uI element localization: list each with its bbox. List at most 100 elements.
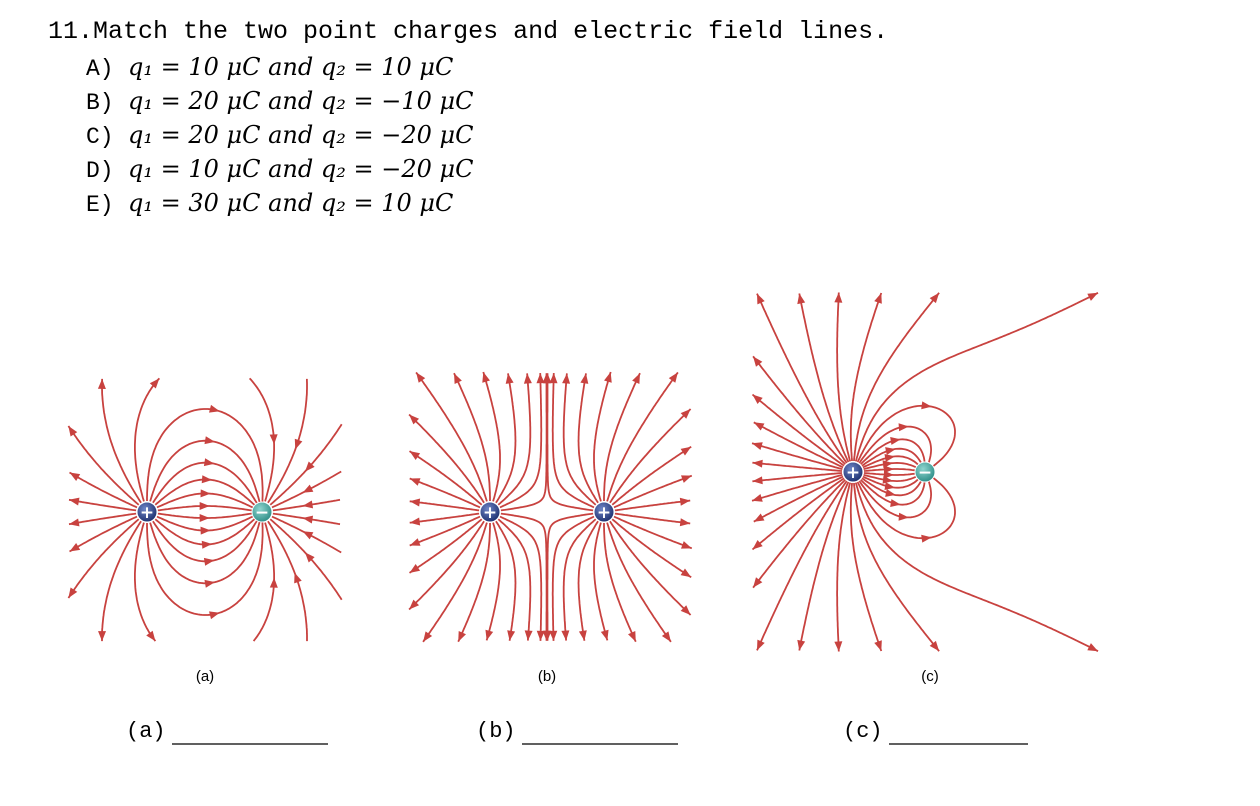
field-line (409, 515, 481, 547)
field-diagram: + − (a) (67, 377, 343, 685)
arrowhead (416, 372, 426, 383)
field-line (546, 373, 594, 512)
charge (136, 501, 158, 523)
arrowhead (679, 497, 691, 506)
arrowhead (543, 630, 552, 641)
arrowhead (294, 438, 303, 450)
arrowhead (209, 404, 220, 413)
arrowhead (753, 422, 765, 431)
arrowhead (752, 476, 763, 485)
arrowhead (680, 408, 691, 419)
arrowhead (753, 577, 763, 588)
charge-sign: − (918, 463, 932, 483)
field-line (849, 482, 883, 652)
arrowhead (929, 292, 940, 304)
figures: + − (a) + + (b) + − (c) (67, 292, 1099, 685)
field-line (606, 371, 679, 502)
field-line (853, 482, 940, 652)
arrowhead (668, 372, 678, 383)
field-line (69, 471, 138, 509)
field-line (752, 355, 846, 465)
answer-label: (c) (843, 719, 883, 744)
field-diagram: + − (c) (751, 292, 1099, 685)
arrowhead (890, 499, 901, 507)
arrowhead (409, 414, 420, 425)
field-line (409, 518, 483, 574)
field-line (495, 520, 517, 641)
arrowhead (834, 641, 843, 652)
arrowhead (485, 629, 494, 641)
field-line (798, 481, 850, 651)
arrowhead (523, 373, 532, 384)
arrowhead (409, 517, 421, 526)
arrowhead (294, 572, 302, 584)
arrowhead (561, 630, 570, 641)
field-line (611, 518, 692, 579)
field-line (798, 293, 850, 463)
field-line (134, 522, 157, 642)
arrowhead (200, 489, 211, 498)
arrowhead (898, 423, 909, 432)
field-line (68, 512, 137, 526)
field-line (593, 522, 609, 641)
field-line (422, 522, 488, 643)
arrowhead (409, 538, 421, 546)
arrowhead (302, 500, 314, 509)
field-line (67, 425, 140, 506)
field-line (409, 477, 481, 509)
arrowhead (203, 458, 215, 467)
option-label: D) (86, 158, 114, 184)
arrowhead (752, 494, 763, 502)
field-line (409, 450, 483, 506)
field-line (753, 421, 844, 469)
figure-caption: (b) (538, 668, 556, 685)
arrowhead (209, 611, 220, 620)
arrowhead (536, 373, 545, 384)
arrowhead (507, 630, 516, 641)
arrowhead (549, 630, 558, 641)
arrowhead (98, 631, 107, 642)
field-line (836, 292, 852, 462)
arrowhead (834, 292, 843, 303)
field-line (752, 472, 843, 483)
field-line (751, 393, 845, 467)
field-line (853, 292, 940, 462)
arrowhead (409, 498, 421, 507)
field-line (134, 377, 161, 502)
field-line (614, 499, 691, 512)
field-line (609, 520, 692, 616)
field-line (603, 523, 637, 643)
option-text: q₁ = 10 μC and q₂ = −20 μC (128, 155, 473, 183)
arrowhead (302, 515, 314, 524)
arrowhead (203, 557, 215, 566)
field-line (751, 477, 845, 551)
charge-sign: + (483, 503, 497, 523)
option-text: q₁ = 20 μC and q₂ = −10 μC (128, 87, 473, 115)
field-line (752, 461, 843, 472)
field-line (101, 520, 142, 642)
arrowhead (884, 454, 895, 462)
option-text: q₁ = 20 μC and q₂ = −20 μC (128, 121, 473, 149)
arrowhead (201, 475, 213, 484)
arrowhead (882, 475, 893, 484)
field-line (753, 475, 844, 523)
arrowhead (68, 497, 80, 506)
arrowhead (549, 373, 558, 384)
field-line (577, 373, 599, 504)
arrowhead (562, 373, 571, 384)
figure-caption: (c) (921, 668, 939, 685)
field-line (499, 373, 543, 509)
field-line (408, 520, 485, 611)
field-line (603, 372, 641, 501)
arrowhead (890, 437, 901, 445)
arrowhead (756, 639, 765, 651)
arrowhead (898, 512, 909, 521)
field-line (836, 482, 852, 652)
field-line (577, 520, 599, 641)
arrowhead (409, 599, 420, 610)
charge (593, 501, 615, 523)
arrowhead (883, 470, 894, 479)
field-line (551, 515, 595, 641)
arrowhead (304, 461, 315, 472)
